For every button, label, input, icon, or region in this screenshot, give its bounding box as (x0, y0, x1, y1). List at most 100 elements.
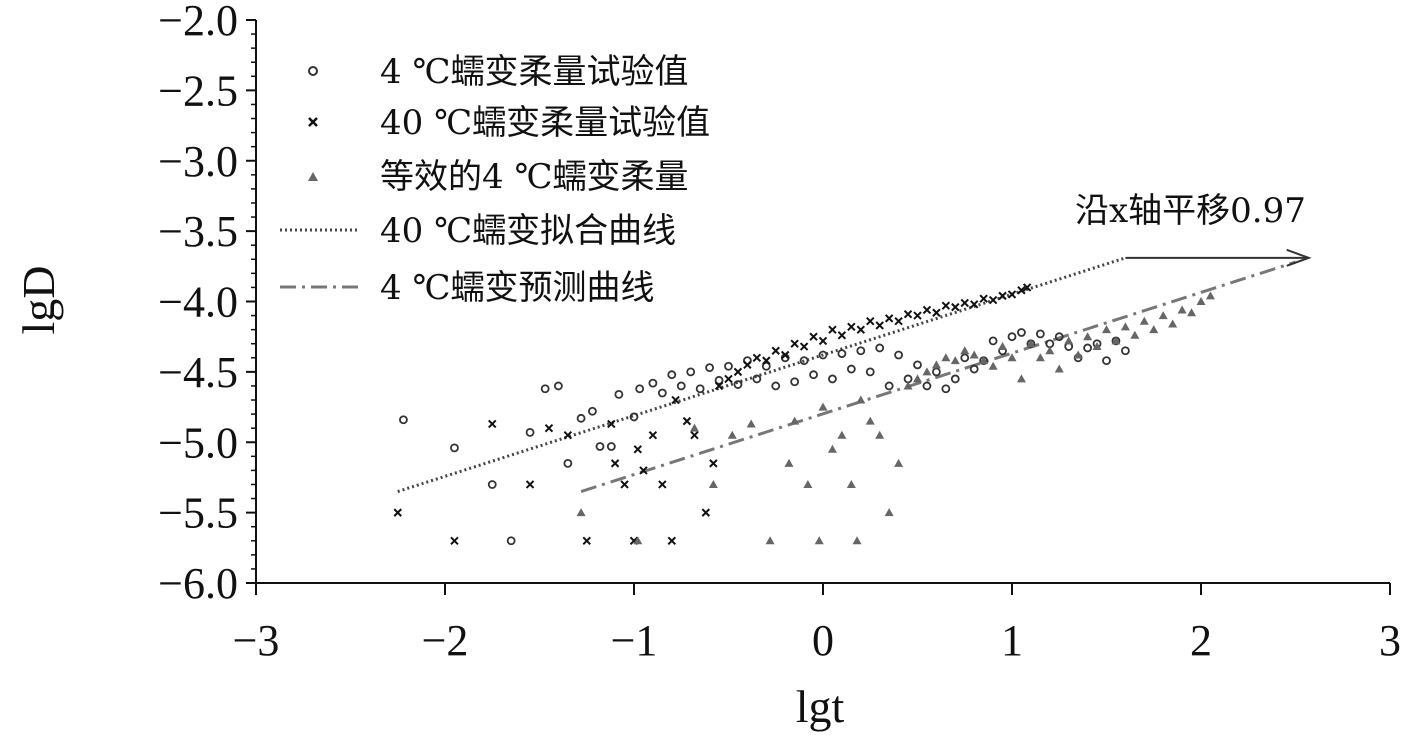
point-x (856, 325, 866, 334)
point-triangle (1120, 322, 1130, 331)
point-triangle (1139, 316, 1149, 325)
point-x (752, 353, 762, 363)
point-triangle (746, 419, 756, 428)
point-x (393, 508, 402, 517)
point-circle (884, 381, 894, 391)
y-tick-label: −5.5 (158, 489, 238, 538)
point-circle (1054, 332, 1064, 342)
point-triangle (931, 360, 941, 369)
point-triangle (837, 430, 847, 439)
point-circle (809, 370, 818, 380)
y-tick-label: −3.5 (158, 207, 238, 256)
point-x (667, 536, 677, 545)
point-triangle (1073, 350, 1083, 359)
point-x (979, 294, 988, 303)
y-tick-label: −5.0 (158, 418, 238, 467)
point-triangle (790, 416, 800, 425)
point-circle (950, 374, 960, 384)
point-triangle (875, 430, 885, 439)
point-x (809, 332, 818, 341)
point-x (658, 480, 667, 489)
point-circle (657, 388, 667, 398)
legend-x-marker (308, 117, 318, 127)
point-triangle (827, 444, 837, 453)
x-axis-label: lgt (796, 681, 845, 732)
point-circle (629, 412, 639, 422)
point-circle (837, 349, 847, 358)
point-triangle (922, 367, 932, 376)
point-x (610, 459, 620, 468)
point-triangle (784, 458, 794, 467)
point-circle (576, 413, 586, 423)
point-x (771, 346, 780, 355)
point-x (633, 445, 642, 454)
point-circle (705, 363, 714, 373)
point-circle (913, 360, 922, 370)
point-triangle (1064, 336, 1074, 345)
point-triangle (1045, 346, 1055, 355)
point-circle (988, 336, 998, 346)
point-x (903, 309, 913, 319)
point-x (701, 508, 711, 517)
point-circle (724, 361, 733, 371)
point-triangle (1092, 342, 1102, 351)
x-tick-label: 1 (1001, 616, 1023, 665)
point-circle (865, 367, 875, 377)
point-circle (960, 353, 970, 363)
data-points (393, 283, 1215, 546)
point-circle (1007, 332, 1017, 342)
point-x (932, 308, 941, 317)
point-triangle (1083, 332, 1093, 341)
y-tick-label: −4.0 (158, 278, 238, 327)
point-triangle (1035, 353, 1045, 362)
point-x (607, 419, 616, 429)
point-triangle (856, 395, 866, 404)
legend-circle-marker (308, 66, 318, 76)
point-circle (875, 343, 885, 353)
annotation-text: 沿x轴平移0.97 (1075, 191, 1306, 231)
point-triangle (814, 536, 824, 545)
x-tick-label: −2 (422, 616, 469, 665)
point-x (866, 316, 875, 326)
point-x (724, 374, 733, 384)
point-triangle (633, 536, 643, 545)
y-tick-label: −2.0 (158, 0, 238, 45)
point-circle (695, 384, 705, 394)
point-x (488, 419, 497, 429)
x-tick-label: 0 (812, 616, 834, 665)
point-x (671, 395, 680, 405)
point-circle (648, 378, 658, 388)
point-triangle (865, 416, 875, 425)
point-triangle (1177, 305, 1187, 314)
point-circle (540, 384, 550, 394)
point-x (709, 459, 718, 468)
x-tick-label: −3 (233, 616, 280, 665)
legend-label: 40 ℃蠕变拟合曲线 (380, 211, 676, 251)
point-x (620, 480, 629, 489)
point-triangle (1016, 374, 1026, 383)
point-x (1022, 283, 1032, 292)
point-triangle (1158, 311, 1168, 320)
point-triangle (1102, 325, 1111, 334)
point-circle (714, 375, 724, 385)
point-triangle (708, 479, 718, 488)
point-triangle (1205, 291, 1215, 300)
point-x (941, 301, 951, 310)
point-circle (761, 361, 771, 371)
point-circle (487, 480, 497, 489)
predict-line-4c (580, 260, 1296, 493)
point-x (582, 536, 591, 545)
point-circle (595, 442, 605, 451)
point-circle (733, 380, 743, 389)
point-x (1007, 290, 1017, 299)
point-circle (1121, 346, 1130, 356)
point-x (450, 536, 459, 545)
legend-label: 等效的4 ℃蠕变柔量 (380, 157, 688, 197)
point-circle (818, 350, 828, 360)
x-tick-label: −1 (611, 616, 658, 665)
point-circle (969, 364, 979, 374)
point-circle (686, 367, 696, 377)
point-x (960, 298, 969, 308)
point-x (847, 322, 856, 332)
